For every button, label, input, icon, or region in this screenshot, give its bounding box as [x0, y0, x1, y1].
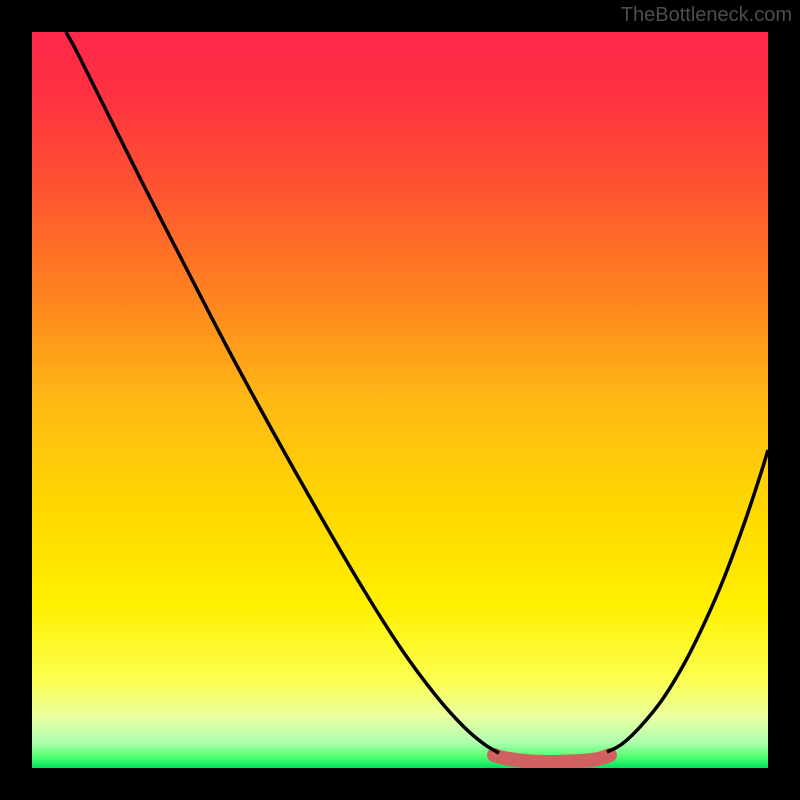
curves-svg: [32, 32, 768, 768]
right-curve: [607, 450, 768, 752]
watermark-text: TheBottleneck.com: [621, 4, 792, 27]
optimal-range-highlight: [494, 755, 610, 762]
plot-area: [32, 32, 768, 768]
chart-container: TheBottleneck.com: [0, 0, 800, 800]
left-curve: [66, 32, 499, 753]
